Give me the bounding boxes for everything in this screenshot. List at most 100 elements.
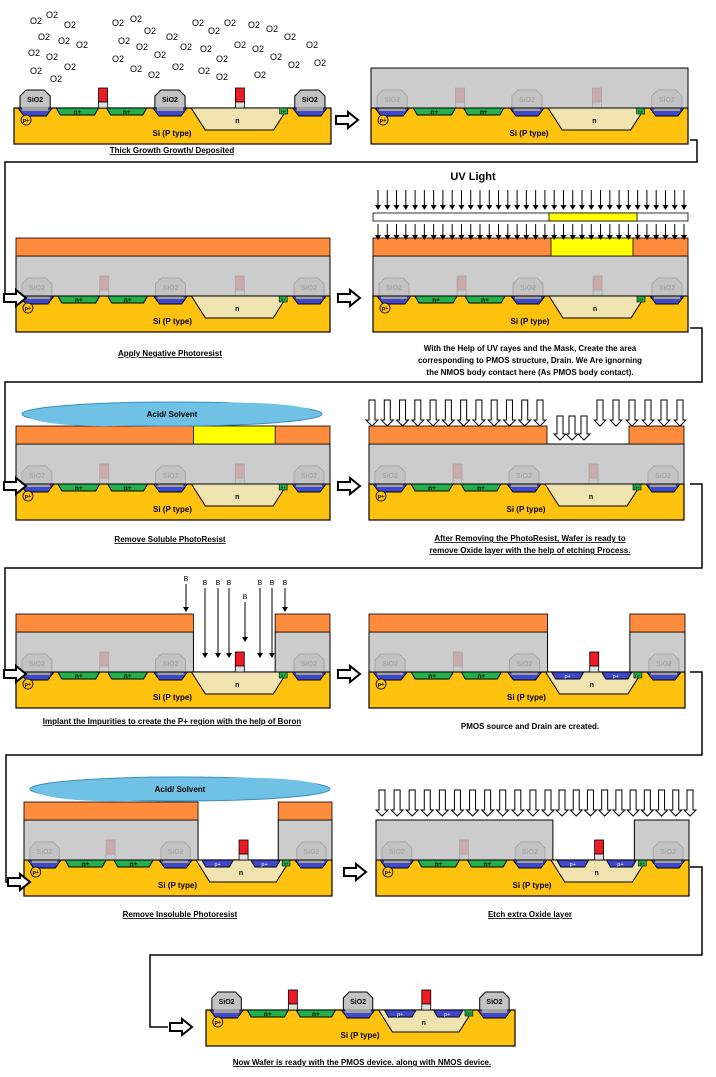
field-oxide-base (517, 859, 543, 863)
uv-ray (421, 235, 428, 240)
body-pplus-label: p+ (25, 306, 32, 312)
n-well-label: n (590, 682, 594, 689)
thick-oxide (372, 255, 689, 297)
etch-arrow (465, 789, 480, 817)
pmos-gate-oxide (238, 853, 249, 861)
boron-label: B (203, 580, 208, 587)
boron-label: B (258, 580, 263, 587)
body-pplus-label: p+ (378, 494, 385, 500)
etch-arrow (654, 789, 669, 817)
flow-connector (149, 866, 703, 1028)
uv-ray (393, 205, 400, 210)
step-caption: remove Oxide layer with the help of etch… (430, 546, 631, 555)
step-caption: After Removing the PhotoResist, Wafer is… (434, 534, 625, 543)
etch-arrow (564, 415, 580, 441)
field-oxide-base (650, 671, 677, 675)
uv-ray (439, 205, 446, 210)
acid-solvent-cloud (29, 405, 180, 427)
pmos-gate (234, 651, 245, 667)
pplus-label: p+ (397, 1012, 403, 1018)
process-step-1: Si (P type) n n+ n+ SiO2 SiO2 SiO2 n+ p+ Thick Gr… (13, 87, 332, 155)
sio2-label: SiO2 (350, 999, 366, 1006)
field-oxide-base (157, 483, 184, 487)
uv-ray (681, 235, 687, 240)
substrate-label: Si (P type) (341, 1031, 380, 1040)
field-oxide-base (377, 483, 403, 487)
o2-molecule: O2 (112, 18, 124, 28)
uv-ray (616, 205, 623, 210)
body-pplus-label: p+ (25, 494, 32, 500)
sio2-label: SiO2 (27, 97, 43, 104)
uv-ray (597, 205, 604, 210)
o2-molecule: O2 (64, 62, 76, 72)
body-nplus-label: n+ (638, 297, 644, 302)
nmos-drain-nplus (295, 1009, 337, 1018)
uv-ray (504, 235, 511, 240)
etch-arrow (510, 789, 526, 817)
uv-ray (662, 235, 669, 240)
substrate-label: Si (P type) (153, 693, 192, 702)
substrate-body-contact (30, 866, 42, 878)
step-caption: Remove Soluble PhotoResist (114, 535, 225, 544)
field-oxide-base (162, 859, 189, 863)
process-step-8: Si (P type)nn+n+SiO2SiO2SiO2n+p+p+p+PMOS… (368, 613, 686, 731)
body-nplus-label: n+ (281, 297, 287, 302)
photoresist (372, 237, 689, 257)
field-oxide-base (213, 1009, 240, 1013)
uv-ray (477, 205, 483, 210)
pplus-label: p+ (214, 862, 220, 868)
nmos-drain-nplus (105, 107, 148, 116)
boron-implant-arrow (202, 653, 208, 658)
exposed-photoresist (193, 425, 276, 445)
body-pplus-label: p+ (23, 118, 30, 124)
n-well-label: n (594, 870, 598, 877)
etch-arrow (583, 789, 598, 817)
pmos-gate-oxide (594, 853, 604, 861)
n-well-label: n (235, 494, 239, 501)
field-oxide-base (513, 107, 541, 111)
step-caption: PMOS source and Drain are created. (461, 722, 599, 731)
substrate-label: Si (P type) (513, 881, 552, 890)
photoresist-right (277, 801, 333, 821)
body-nplus-label: n+ (634, 485, 640, 490)
sio2-label: SiO2 (162, 97, 178, 104)
uv-ray (634, 235, 641, 240)
uv-ray (402, 235, 409, 240)
thick-oxide-left (23, 819, 199, 861)
substrate-label: Si (P type) (511, 317, 550, 326)
pmos-gate-oxide (421, 1003, 432, 1011)
thick-oxide-left (375, 819, 554, 861)
o2-molecule: O2 (136, 42, 148, 52)
etch-arrow (569, 789, 584, 817)
field-oxide-base (655, 859, 682, 863)
etch-arrow (608, 399, 624, 427)
uv-ray (449, 235, 456, 240)
uv-ray (662, 205, 669, 210)
o2-molecule: O2 (28, 48, 40, 58)
uv-ray (653, 205, 660, 210)
nplus-label: n+ (123, 109, 131, 116)
uv-ray (634, 205, 641, 210)
uv-ray (560, 235, 567, 240)
nmos-gate-oxide (98, 101, 108, 109)
field-oxide-base (511, 483, 537, 487)
etch-arrow (517, 399, 532, 427)
substrate-body-contact (20, 114, 32, 126)
n-well (190, 107, 289, 131)
acid-solvent-cloud (172, 777, 323, 799)
pplus-label: p+ (613, 674, 619, 680)
boron-label: B (270, 580, 275, 587)
field-oxide-base (296, 671, 323, 675)
thick-oxide-right (274, 631, 331, 673)
uv-ray (458, 235, 465, 240)
uv-ray (514, 235, 521, 240)
field-oxide (154, 89, 186, 109)
etch-arrow (374, 789, 390, 817)
field-oxide-base (653, 107, 680, 111)
field-oxide-base (296, 107, 323, 111)
uv-ray (467, 205, 474, 210)
o2-molecule: O2 (148, 70, 160, 80)
step-caption: Etch extra Oxide layer (488, 910, 572, 919)
o2-molecule: O2 (144, 26, 156, 36)
